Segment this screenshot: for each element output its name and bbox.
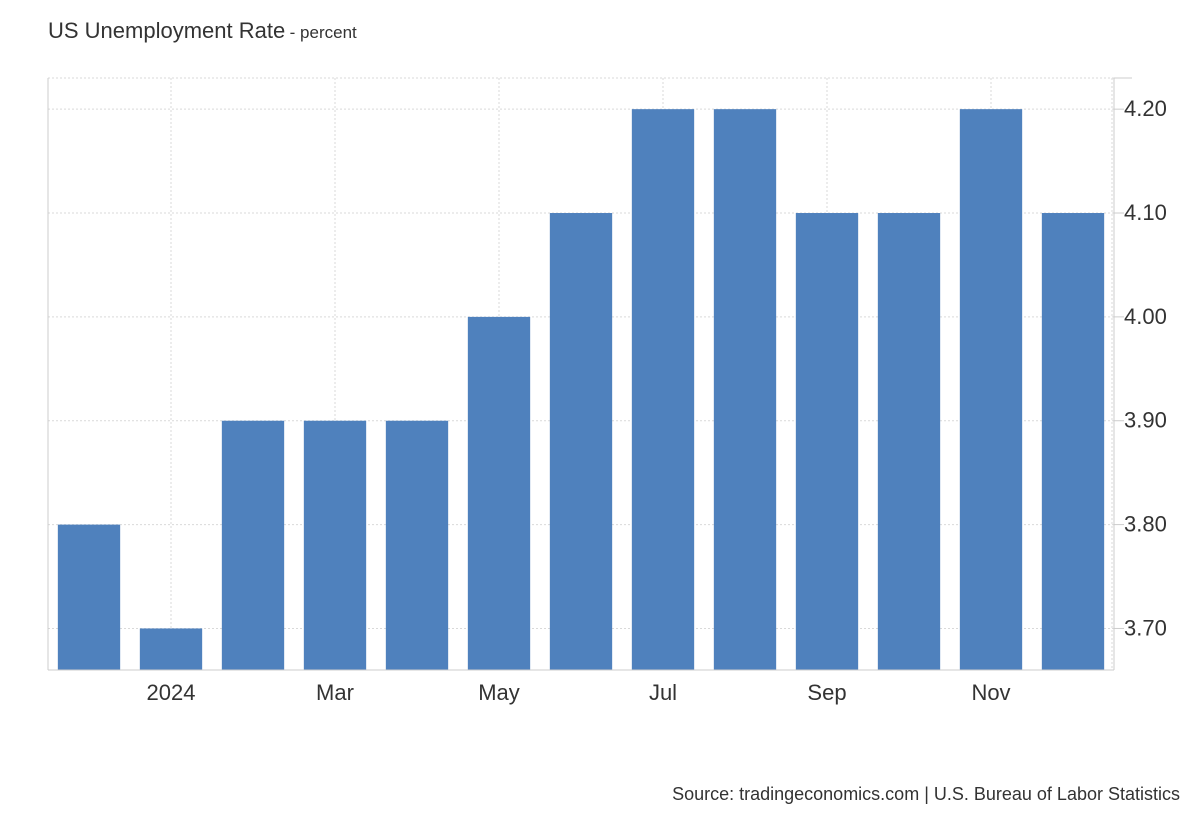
bar-2024-06 bbox=[549, 213, 613, 670]
chart-title-group: US Unemployment Rate - percent bbox=[48, 18, 357, 44]
y-axis-labels: 3.70 3.80 3.90 4.00 4.10 4.20 bbox=[1124, 96, 1167, 640]
source-note: Source: tradingeconomics.com | U.S. Bure… bbox=[672, 784, 1180, 804]
x-tick-label: Sep bbox=[807, 680, 846, 705]
bar-2024-01 bbox=[139, 628, 203, 670]
bars bbox=[57, 109, 1105, 670]
bar-2024-02 bbox=[221, 420, 285, 670]
x-axis-labels: 2024 Mar May Jul Sep Nov bbox=[147, 680, 1011, 705]
y-tick-label: 3.70 bbox=[1124, 615, 1167, 640]
y-tick-label: 4.10 bbox=[1124, 200, 1167, 225]
bar-2024-07 bbox=[631, 109, 695, 670]
bar-2024-05 bbox=[467, 316, 531, 670]
bar-2024-10 bbox=[877, 213, 941, 670]
bar-2024-11 bbox=[959, 109, 1023, 670]
bar-2024-04 bbox=[385, 420, 449, 670]
bar-2023-12 bbox=[57, 524, 121, 670]
axes bbox=[47, 77, 1132, 671]
x-tick-label: Nov bbox=[971, 680, 1010, 705]
bar-chart: 3.70 3.80 3.90 4.00 4.10 4.20 2024 Mar May Jul Se… bbox=[47, 77, 1167, 705]
y-tick-label: 3.80 bbox=[1124, 512, 1167, 537]
chart-title: US Unemployment Rate bbox=[48, 18, 286, 43]
bar-2024-12 bbox=[1041, 213, 1105, 670]
y-tick-label: 4.00 bbox=[1124, 304, 1167, 329]
bar-2024-03 bbox=[303, 420, 367, 670]
x-tick-label: 2024 bbox=[147, 680, 196, 705]
chart-subtitle: - percent bbox=[289, 23, 357, 42]
y-tick-label: 4.20 bbox=[1124, 96, 1167, 121]
bar-2024-09 bbox=[795, 213, 859, 670]
y-tick-label: 3.90 bbox=[1124, 408, 1167, 433]
bar-2024-08 bbox=[713, 109, 777, 670]
x-tick-label: Jul bbox=[649, 680, 677, 705]
x-tick-label: Mar bbox=[316, 680, 354, 705]
x-tick-label: May bbox=[478, 680, 520, 705]
